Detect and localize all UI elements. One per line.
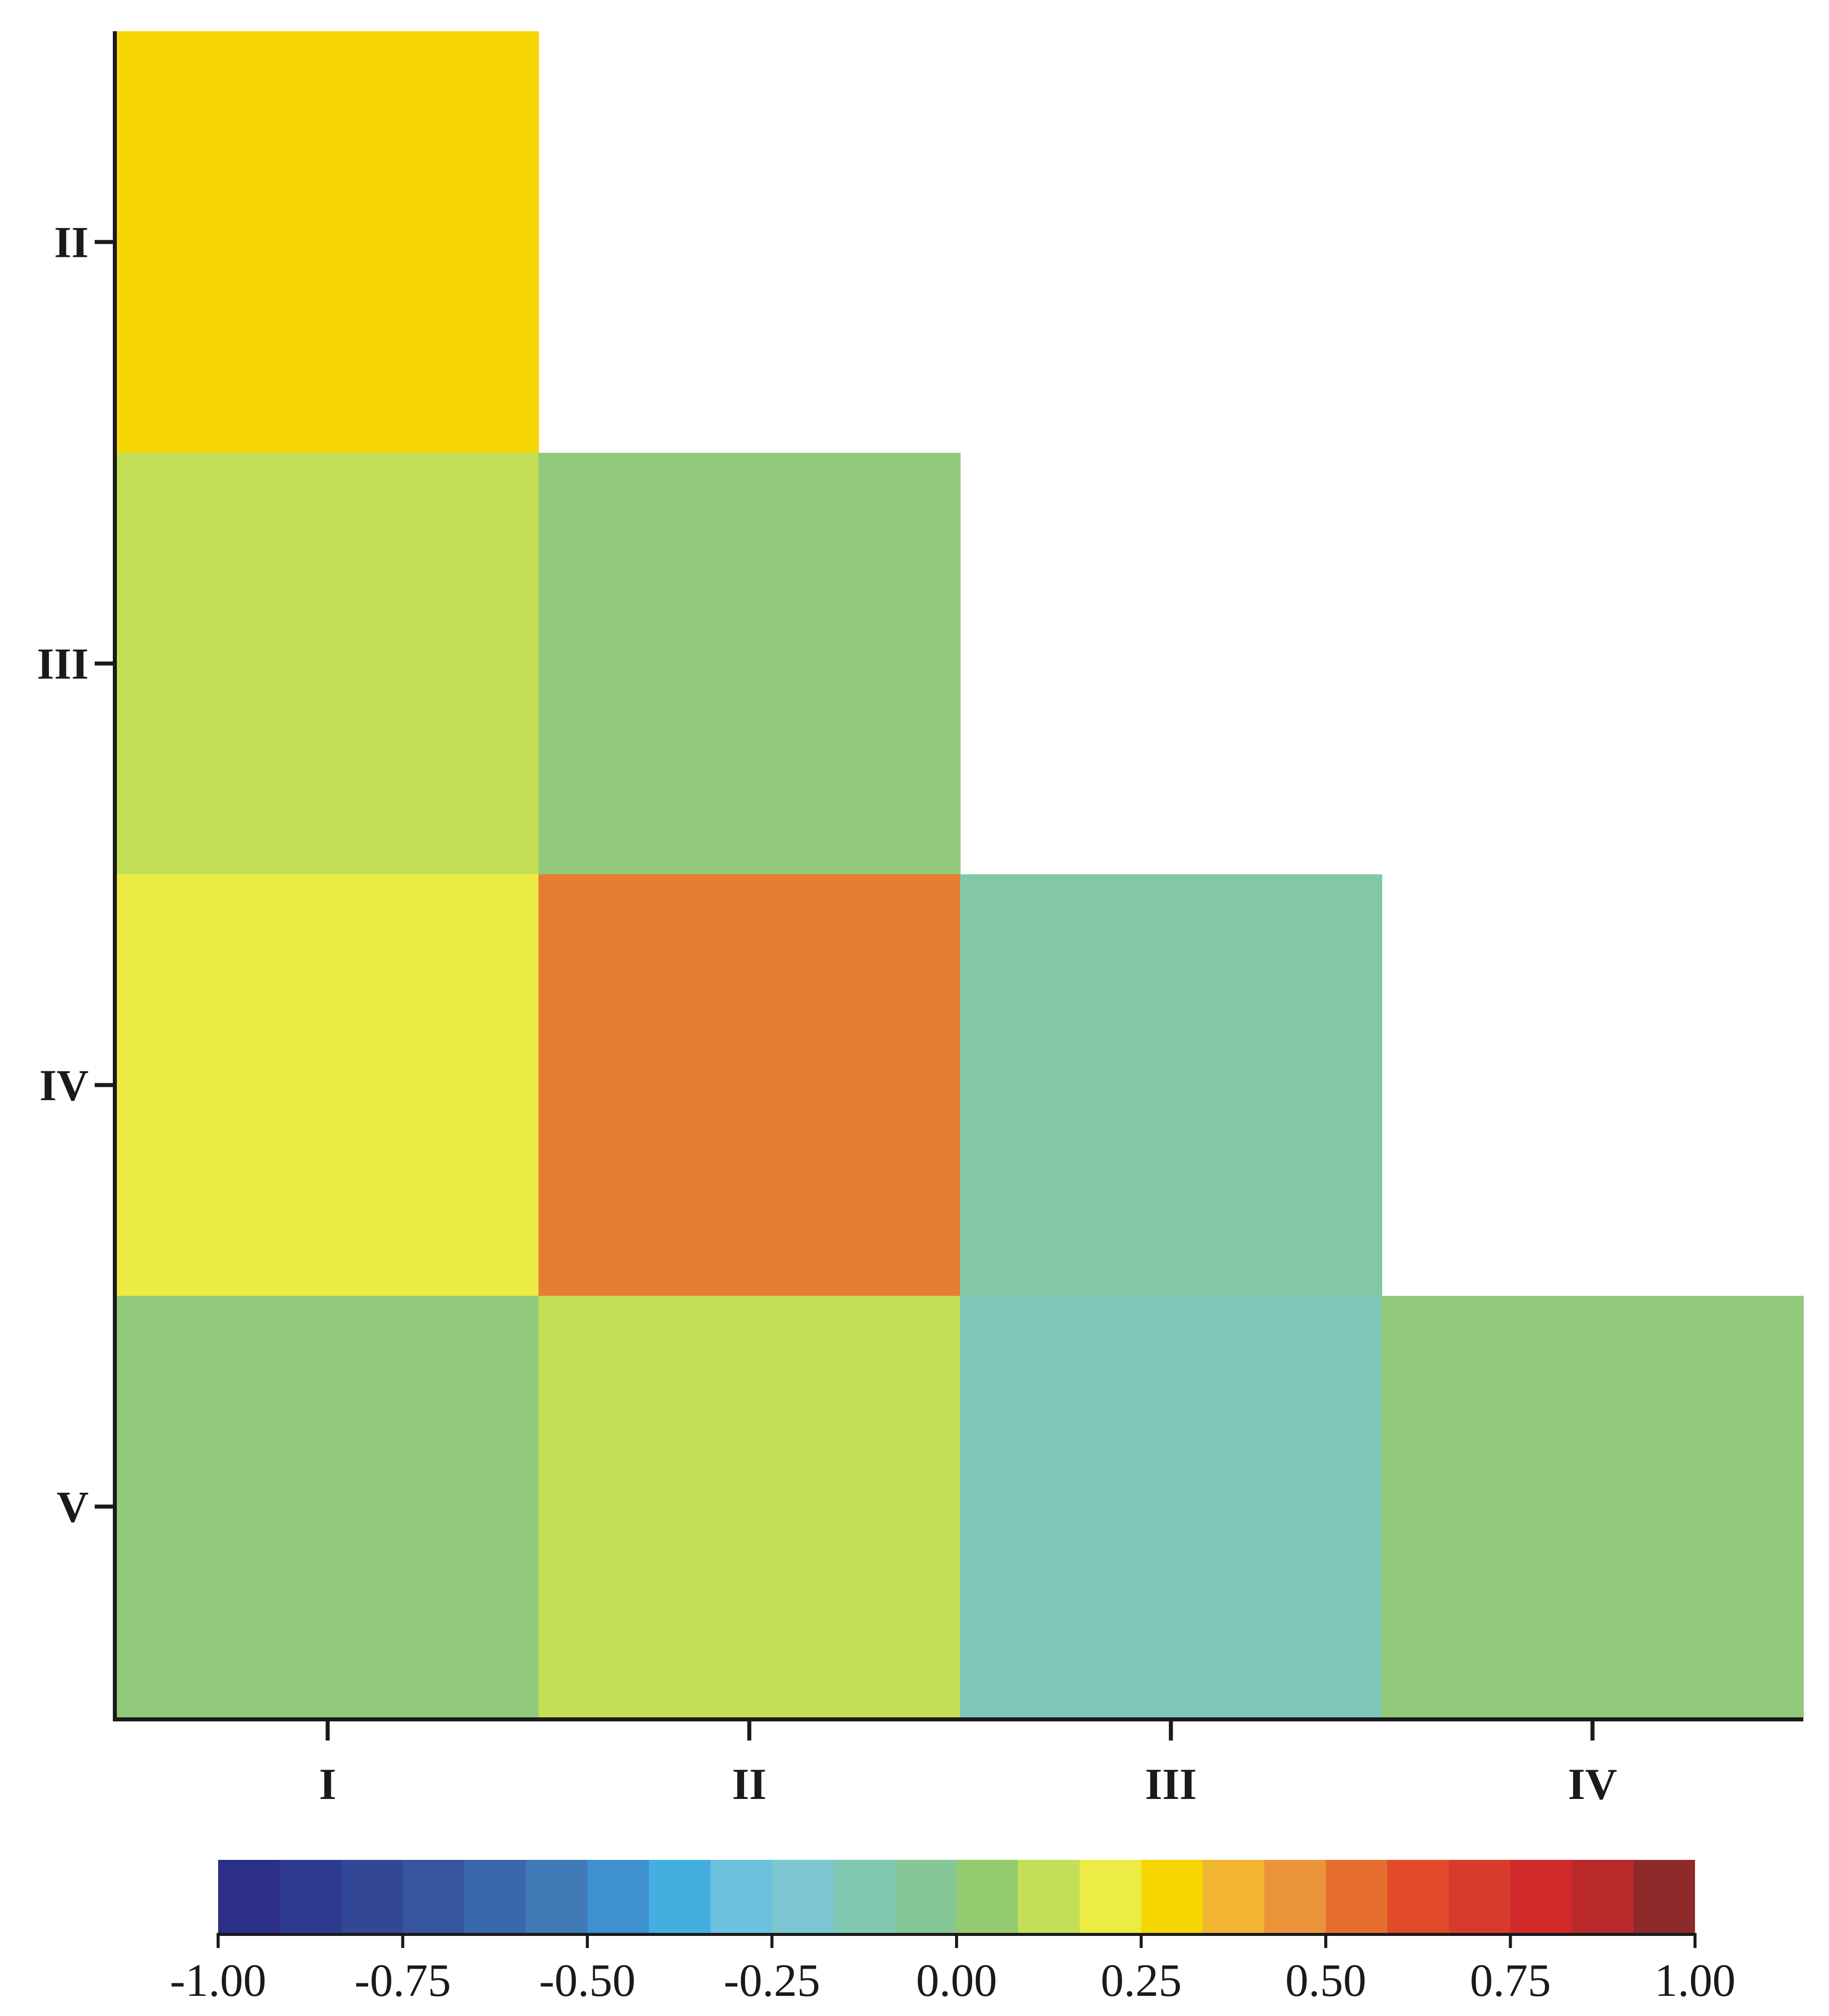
heatmap-cells <box>117 31 1804 1718</box>
heatmap-cell-ii-iii <box>538 453 961 875</box>
heatmap-cell-ii-v <box>538 1296 961 1718</box>
y-tick-label-ii: II <box>54 219 89 267</box>
x-tick-label-iii: III <box>1145 1760 1197 1809</box>
heatmap-cell-i-iv <box>117 874 539 1296</box>
heatmap-cell-iv-v <box>1382 1296 1804 1718</box>
heatmap-cell-i-ii <box>117 31 539 453</box>
colorbar-tick-label-8: 1.00 <box>1655 1955 1736 2006</box>
colorbar-tick-label-2: -0.50 <box>539 1955 636 2006</box>
colorbar-tick-label-5: 0.25 <box>1101 1955 1182 2006</box>
colorbar-tick-label-7: 0.75 <box>1470 1955 1551 2006</box>
x-tick-label-ii: II <box>732 1760 767 1809</box>
heatmap-cell-ii-iv <box>538 874 961 1296</box>
heatmap-cell-i-v <box>117 1296 539 1718</box>
colorbar-tick-label-3: -0.25 <box>724 1955 821 2006</box>
colorbar-bar <box>218 1860 1695 1933</box>
y-tick-label-iii: III <box>37 640 89 689</box>
x-tick-label-iv: IV <box>1568 1760 1617 1809</box>
colorbar-tick-label-6: 0.50 <box>1285 1955 1367 2006</box>
colorbar-tick-label-4: 0.00 <box>916 1955 997 2006</box>
heatmap-cell-iii-v <box>960 1296 1382 1718</box>
x-tick-label-i: I <box>319 1760 336 1809</box>
colorbar-tick-label-0: -1.00 <box>170 1955 266 2006</box>
y-tick-label-v: V <box>56 1483 89 1532</box>
colorbar: -1.00 -0.75 -0.50 -0.25 0.00 0.25 0.50 0.75 1.00 <box>170 1860 1736 2006</box>
heatmap-cell-iii-iv <box>960 874 1382 1296</box>
colorbar-tick-label-1: -0.75 <box>355 1955 451 2006</box>
y-tick-label-iv: IV <box>39 1062 89 1110</box>
heatmap-cell-i-iii <box>117 453 539 875</box>
